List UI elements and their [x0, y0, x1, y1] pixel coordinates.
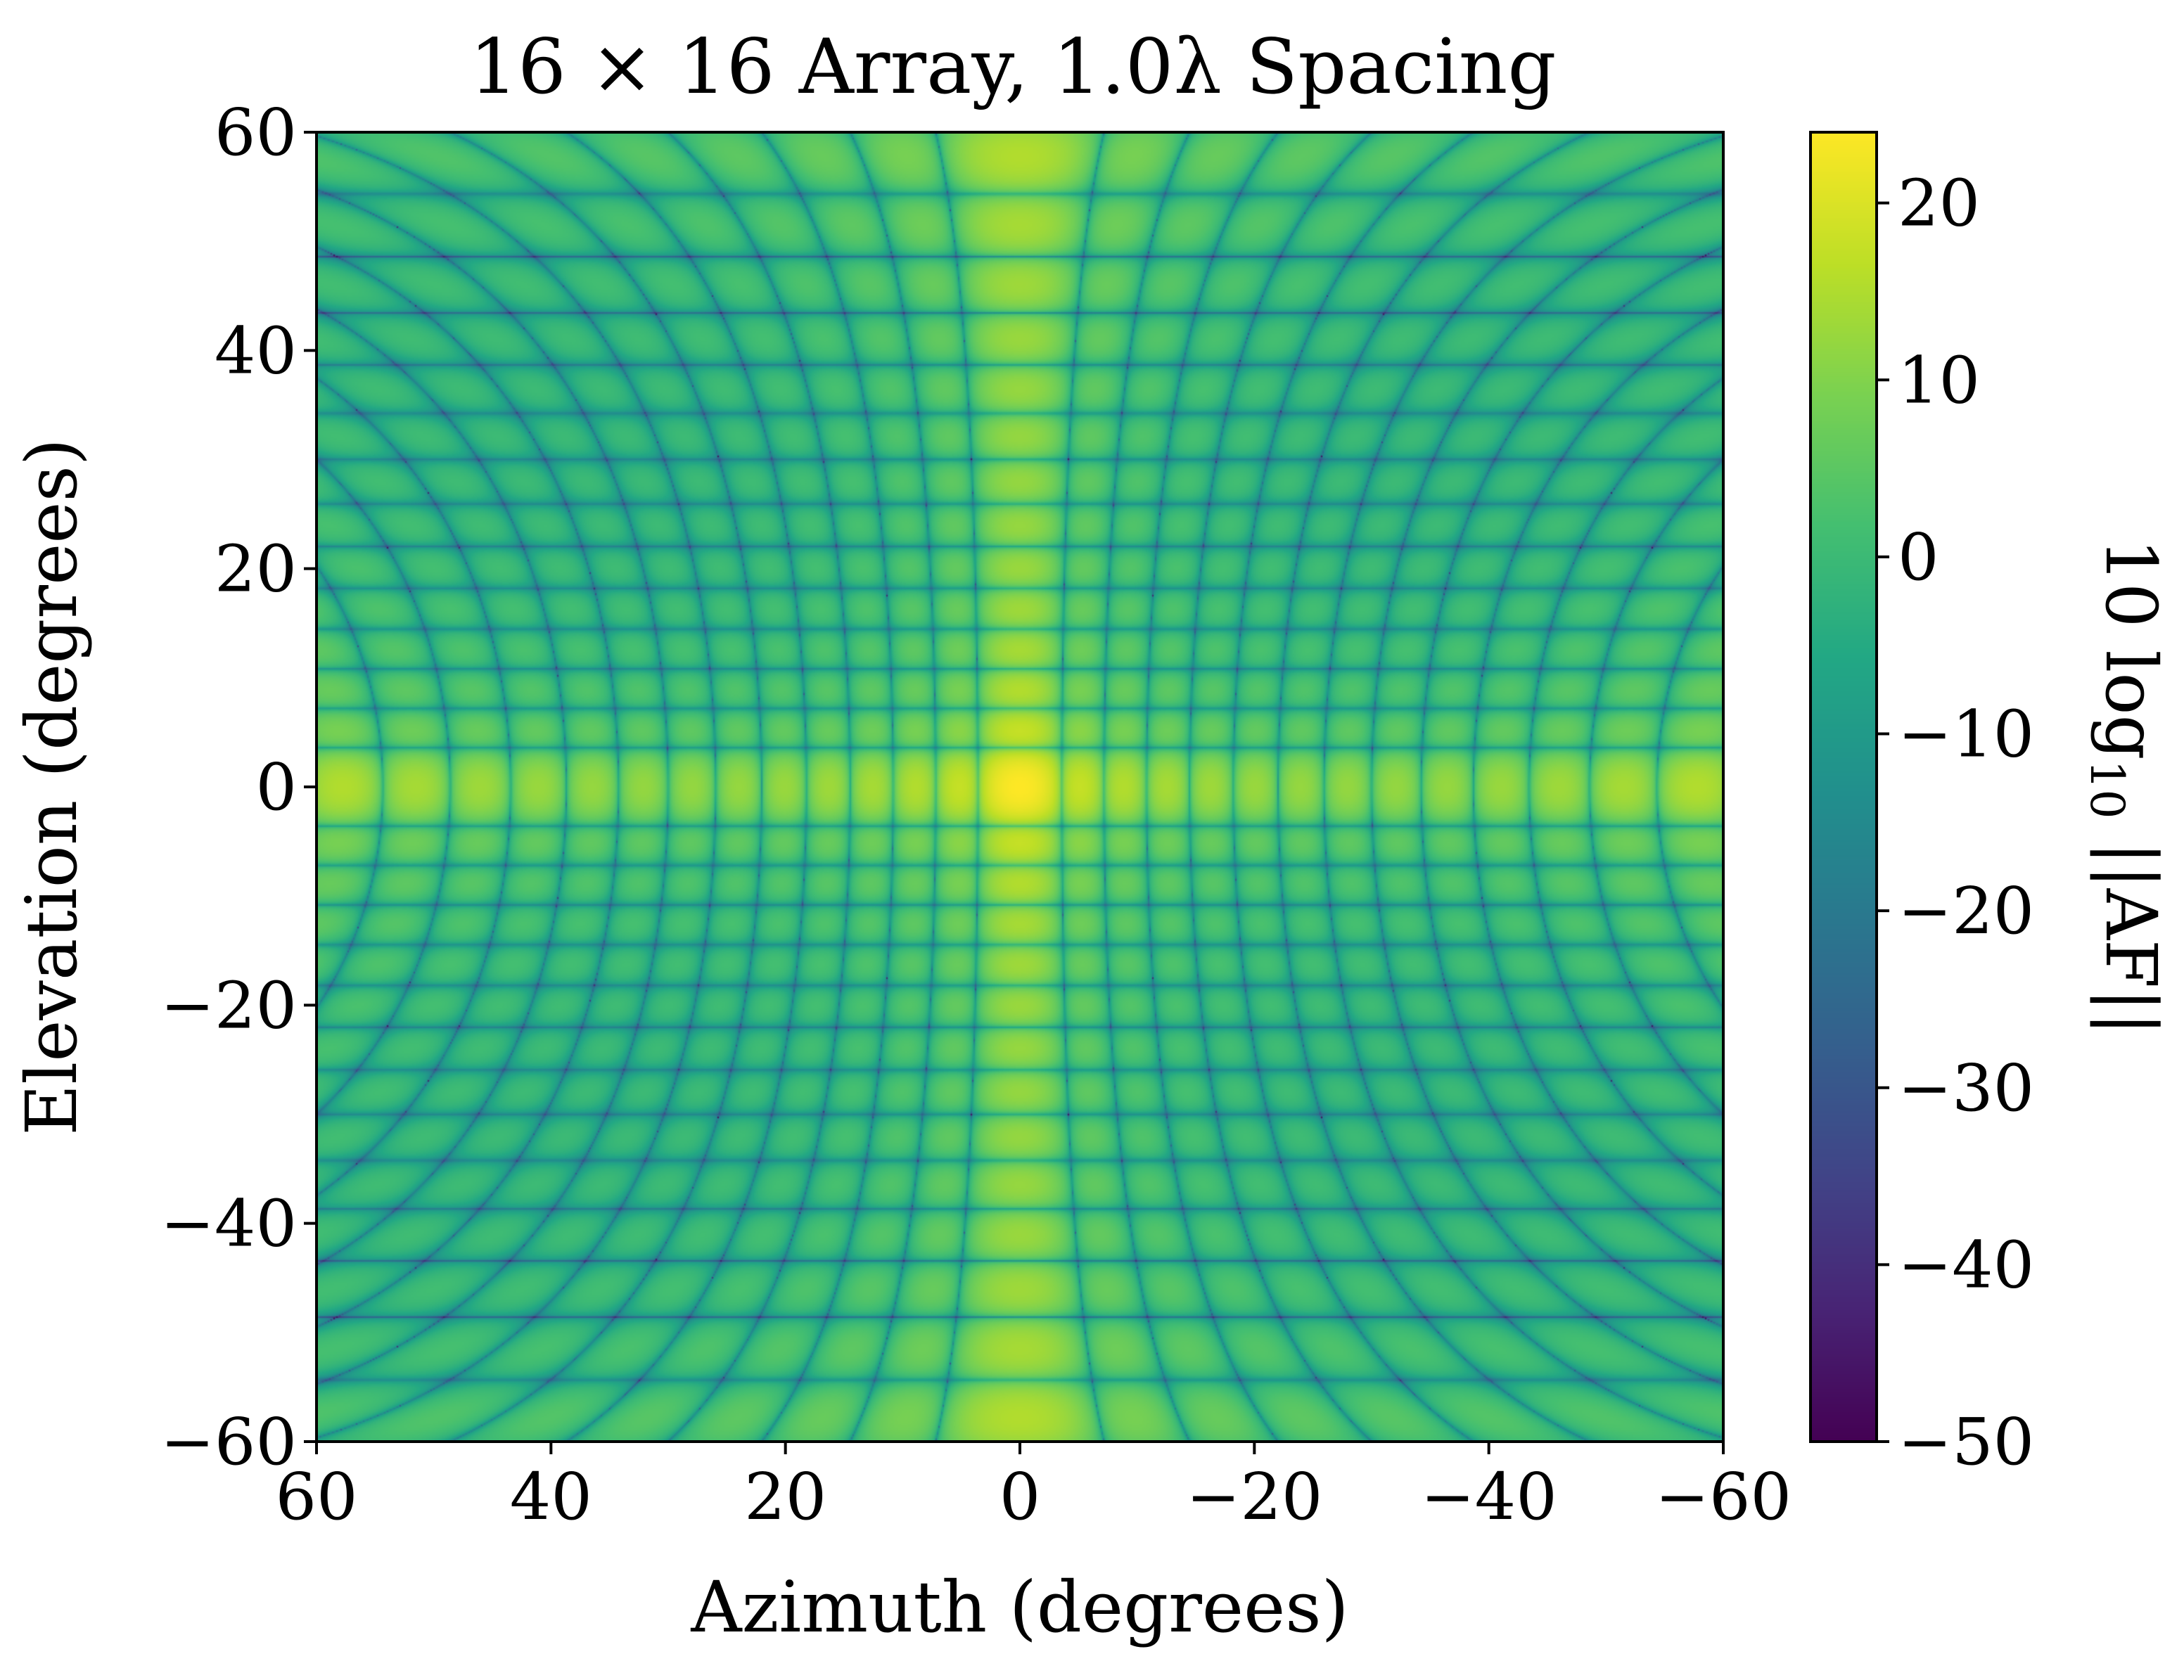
colorbar-tick-label: 0 — [1898, 520, 1939, 595]
x-tick-label: 0 — [1000, 1459, 1041, 1534]
colorbar-tick-label: 10 — [1898, 342, 1980, 418]
colorbar-frame — [1809, 131, 1878, 1443]
colorbar-axis: 20 10 0 −10 −20 −30 −40 −50 — [1877, 166, 2034, 1480]
colorbar-tick-label: −50 — [1898, 1404, 2034, 1480]
y-tick-label: 60 — [215, 95, 297, 170]
y-axis-label: Elevation (degrees) — [11, 438, 93, 1136]
colorbar-tick-label: 20 — [1898, 166, 1980, 241]
colorbar-tick-label: −30 — [1898, 1051, 2034, 1126]
colorbar-tick-label: −20 — [1898, 873, 2034, 949]
y-tick-label: −60 — [160, 1404, 297, 1480]
heatmap-image — [317, 132, 1723, 1442]
colorbar-label: 10 log10 ||AF|| — [2080, 538, 2172, 1035]
x-axis: 60 40 20 0 −20 −40 −60 — [275, 1442, 1792, 1534]
colorbar-tick-label: −10 — [1898, 697, 2034, 772]
y-tick-label: 0 — [255, 750, 297, 825]
colorbar-tick-label: −40 — [1898, 1227, 2034, 1302]
colorbar-gradient — [1811, 132, 1877, 1442]
x-tick-label: −20 — [1186, 1459, 1322, 1534]
x-tick-label: 40 — [510, 1459, 592, 1534]
y-axis: 60 40 20 0 −20 −40 −60 — [160, 95, 317, 1480]
y-tick-label: −20 — [160, 968, 297, 1043]
x-tick-label: 60 — [275, 1459, 357, 1534]
x-axis-label: Azimuth (degrees) — [690, 1566, 1348, 1648]
x-tick-label: −40 — [1421, 1459, 1557, 1534]
y-tick-label: 40 — [215, 313, 297, 388]
y-tick-label: 20 — [215, 532, 297, 607]
x-tick-label: −60 — [1655, 1459, 1792, 1534]
chart-title: 16 × 16 Array, 1.0λ Spacing — [469, 23, 1556, 111]
y-tick-label: −40 — [160, 1186, 297, 1262]
x-tick-label: 20 — [744, 1459, 826, 1534]
